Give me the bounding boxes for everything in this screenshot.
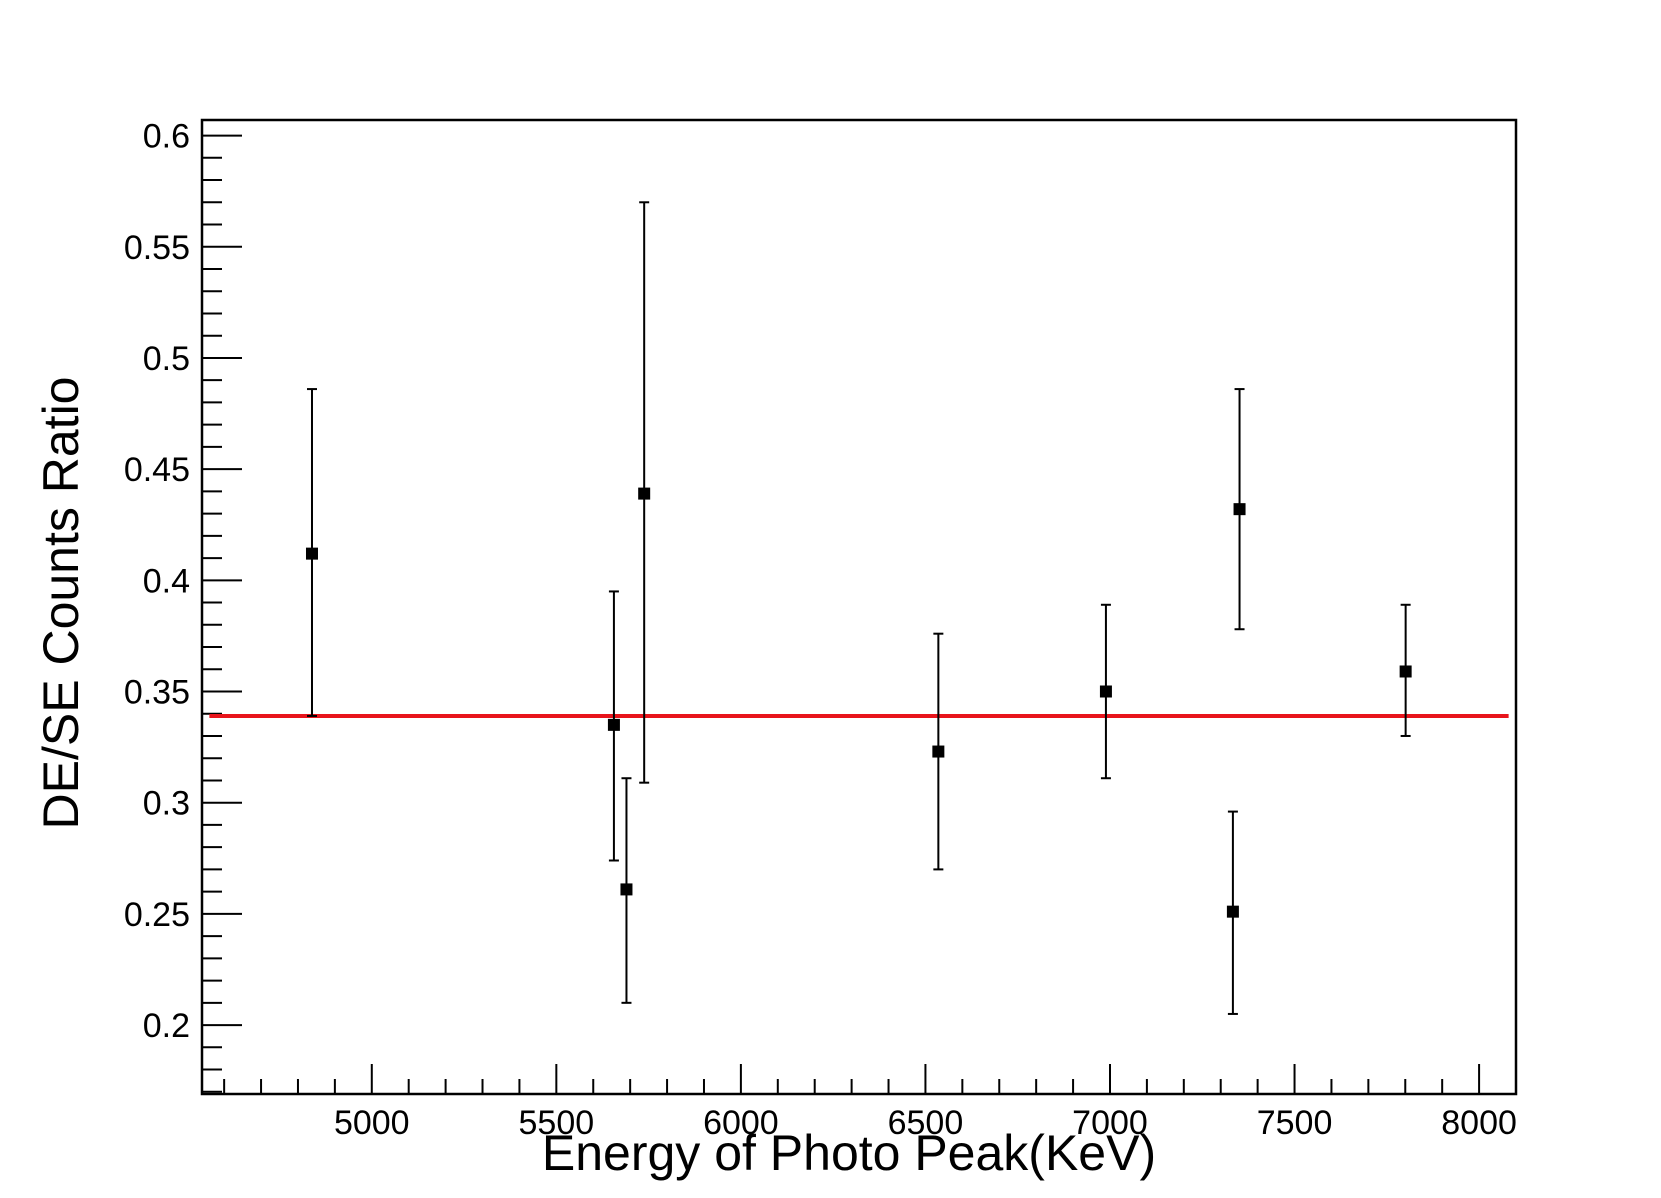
- y-tick-label: 0.5: [143, 340, 190, 378]
- axis-ticks: [202, 134, 1517, 1094]
- point-marker: [1099, 685, 1112, 698]
- point-marker: [607, 718, 620, 731]
- y-tick-label: 0.35: [124, 674, 190, 712]
- x-tick-label: 6000: [703, 1104, 779, 1142]
- data-point: [1099, 603, 1112, 780]
- y-tick-label: 0.6: [143, 118, 190, 156]
- x-axis-title: Energy of Photo Peak(KeV): [542, 1125, 1156, 1181]
- point-marker: [1226, 905, 1239, 918]
- x-tick-label: 5000: [334, 1104, 410, 1142]
- x-tick-label: 6500: [888, 1104, 964, 1142]
- point-marker: [638, 487, 651, 500]
- data-points: [305, 201, 1412, 1015]
- y-tick-label: 0.4: [143, 562, 190, 600]
- data-point: [1233, 388, 1246, 631]
- point-marker: [620, 883, 633, 896]
- y-tick-label: 0.2: [143, 1007, 190, 1045]
- y-tick-label: 0.45: [124, 451, 190, 489]
- x-tick-label: 7500: [1257, 1104, 1333, 1142]
- x-tick-label: 5500: [519, 1104, 595, 1142]
- point-marker: [1399, 665, 1412, 678]
- data-point: [620, 777, 633, 1004]
- y-tick-label: 0.55: [124, 229, 190, 267]
- data-point: [1226, 810, 1239, 1015]
- x-tick-label: 7000: [1072, 1104, 1148, 1142]
- tick-labels: 0.2 0.25 0.3 0.35 0.4 0.45 0.5 0.55 0.6 5000 5500 6…: [124, 118, 1517, 1142]
- point-marker: [1233, 503, 1246, 516]
- y-axis-title: DE/SE Counts Ratio: [33, 377, 89, 830]
- point-marker: [932, 745, 945, 758]
- data-point: [638, 201, 651, 784]
- data-point: [932, 632, 945, 871]
- data-point: [607, 590, 620, 862]
- data-point: [1399, 603, 1412, 737]
- y-tick-label: 0.3: [143, 785, 190, 823]
- point-marker: [305, 547, 318, 560]
- data-point: [305, 388, 318, 717]
- y-tick-label: 0.25: [124, 896, 190, 934]
- x-tick-label: 8000: [1441, 1104, 1517, 1142]
- plot-frame: [200, 118, 1518, 1096]
